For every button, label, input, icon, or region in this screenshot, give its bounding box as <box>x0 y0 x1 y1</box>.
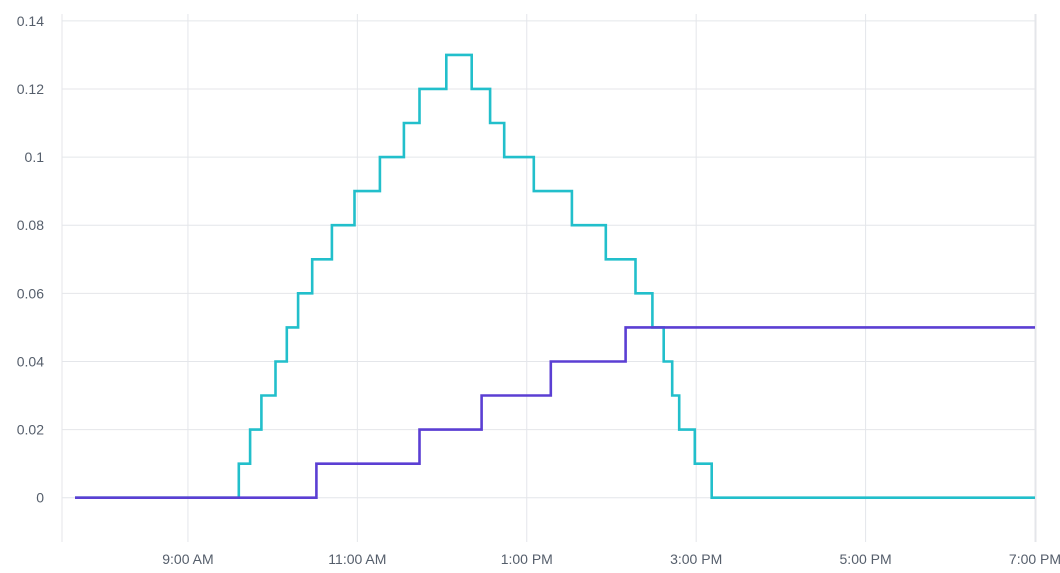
series-group <box>75 53 1035 499</box>
series-line-1 <box>75 53 1035 499</box>
y-tick-label: 0.06 <box>17 285 44 301</box>
x-tick-label: 11:00 AM <box>328 551 386 567</box>
series-line-2 <box>75 326 1035 499</box>
y-tick-label: 0.12 <box>17 81 44 97</box>
x-tick-label: 7:00 PM <box>1009 551 1060 567</box>
x-tick-label: 5:00 PM <box>840 551 892 567</box>
y-tick-label: 0.08 <box>17 217 44 233</box>
y-tick-label: 0.02 <box>17 422 44 438</box>
y-tick-label: 0.1 <box>25 149 45 165</box>
x-axis-tick-labels: 9:00 AM 11:00 AM 1:00 PM 3:00 PM 5:00 PM 7:00… <box>162 551 1060 567</box>
y-axis-tick-labels: 0 0.02 0.04 0.06 0.08 0.1 0.12 0.14 <box>17 13 44 506</box>
y-tick-label: 0 <box>36 490 44 506</box>
y-tick-label: 0.14 <box>17 13 44 29</box>
x-tick-label: 3:00 PM <box>670 551 722 567</box>
grid <box>61 14 1037 542</box>
x-tick-label: 9:00 AM <box>162 551 213 567</box>
x-tick-label: 1:00 PM <box>501 551 553 567</box>
y-tick-label: 0.04 <box>17 353 44 369</box>
